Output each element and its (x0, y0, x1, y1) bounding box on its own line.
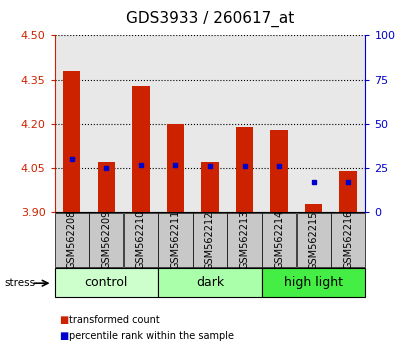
Bar (270, 130, 288, 212)
Text: ■: ■ (59, 315, 68, 325)
Bar (339, 171, 357, 212)
Text: GSM562215: GSM562215 (309, 210, 319, 269)
FancyBboxPatch shape (262, 268, 365, 297)
Text: dark: dark (196, 276, 224, 289)
FancyBboxPatch shape (158, 268, 262, 297)
FancyBboxPatch shape (55, 268, 158, 297)
Text: transformed count: transformed count (69, 315, 160, 325)
FancyBboxPatch shape (262, 213, 296, 267)
Text: ■: ■ (59, 331, 68, 341)
Text: GSM562216: GSM562216 (343, 210, 353, 269)
Text: GSM562212: GSM562212 (205, 210, 215, 269)
Text: stress: stress (4, 278, 35, 288)
Bar (132, 86, 150, 212)
FancyBboxPatch shape (331, 213, 365, 267)
FancyBboxPatch shape (158, 213, 192, 267)
FancyBboxPatch shape (193, 213, 227, 267)
Text: GSM562213: GSM562213 (239, 210, 249, 269)
Bar (98, 162, 115, 212)
FancyBboxPatch shape (55, 213, 89, 267)
Bar (236, 127, 253, 212)
FancyBboxPatch shape (297, 213, 331, 267)
Bar (201, 162, 219, 212)
FancyBboxPatch shape (228, 213, 262, 267)
Text: control: control (85, 276, 128, 289)
Text: GDS3933 / 260617_at: GDS3933 / 260617_at (126, 11, 294, 27)
FancyBboxPatch shape (124, 213, 158, 267)
Bar (167, 124, 184, 212)
FancyBboxPatch shape (89, 213, 123, 267)
Text: percentile rank within the sample: percentile rank within the sample (69, 331, 234, 341)
Text: GSM562208: GSM562208 (67, 210, 77, 269)
Text: GSM562210: GSM562210 (136, 210, 146, 269)
Text: high light: high light (284, 276, 343, 289)
Bar (305, 204, 322, 212)
Text: GSM562209: GSM562209 (101, 210, 111, 269)
Text: GSM562214: GSM562214 (274, 210, 284, 269)
Bar (63, 71, 81, 212)
Text: GSM562211: GSM562211 (171, 210, 181, 269)
